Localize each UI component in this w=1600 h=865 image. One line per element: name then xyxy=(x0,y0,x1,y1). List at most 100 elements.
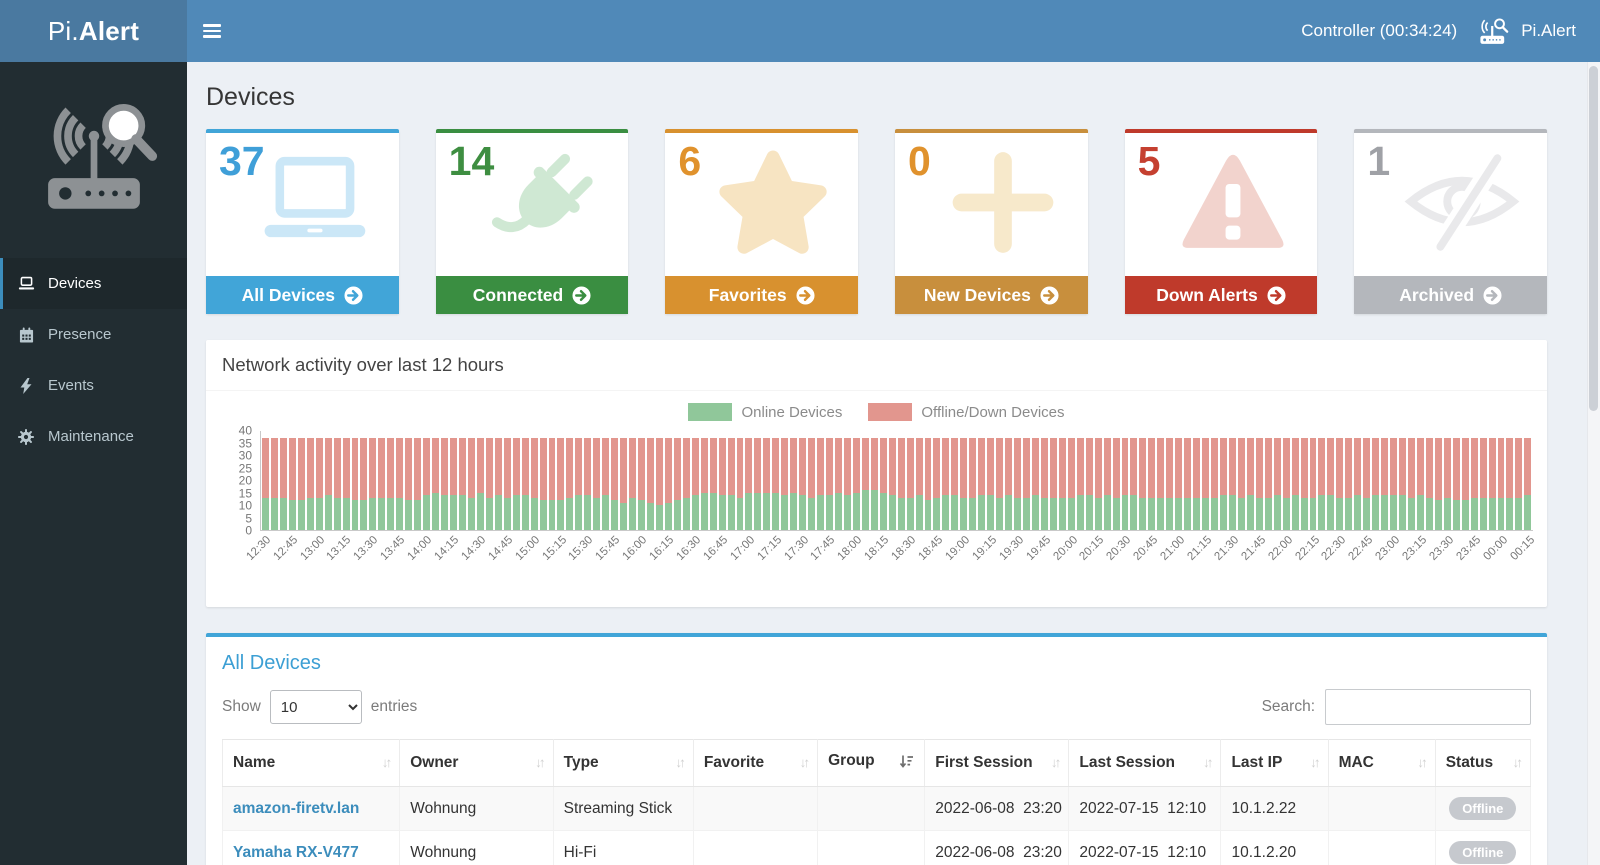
chart-bar xyxy=(861,431,869,530)
chart-bar xyxy=(467,431,475,530)
chart-bar xyxy=(969,431,977,530)
page-scrollbar[interactable] xyxy=(1587,62,1600,865)
offline-swatch xyxy=(868,403,913,421)
status-badge: Offline xyxy=(1449,841,1517,864)
new-devices-link[interactable]: New Devices xyxy=(895,276,1088,314)
chart-bar xyxy=(503,431,511,530)
card-archived[interactable]: 1 Archived xyxy=(1354,129,1547,314)
stat-cards: 37 All Devices 14 Co xyxy=(206,129,1547,314)
chart-bar xyxy=(423,431,431,530)
search-label: Search: xyxy=(1261,698,1315,715)
column-header-last-ip[interactable]: Last IP ↓↑ xyxy=(1220,739,1329,787)
connected-link[interactable]: Connected xyxy=(435,276,629,314)
chart-bar xyxy=(1148,431,1156,530)
chart-bar xyxy=(754,431,762,530)
online-swatch xyxy=(688,403,733,421)
chart-bar xyxy=(987,431,995,530)
column-header-group[interactable]: Group xyxy=(817,739,926,787)
card-down-alerts[interactable]: 5 Down Alerts xyxy=(1124,129,1318,314)
y-tick-label: 25 xyxy=(238,460,252,475)
x-tick-label: 17:45 xyxy=(808,534,838,563)
x-tick-label: 16:15 xyxy=(647,534,677,563)
sort-icon: ↓↑ xyxy=(535,755,545,770)
column-header-status[interactable]: Status ↓↑ xyxy=(1434,739,1532,787)
all-devices-link[interactable]: All Devices xyxy=(206,276,399,314)
arrow-circle-right-icon xyxy=(344,285,363,305)
layout: Devices Presence Events Maintenance xyxy=(0,62,1600,865)
down-alerts-link[interactable]: Down Alerts xyxy=(1124,276,1318,314)
chart-bar xyxy=(826,431,833,530)
chart-bar xyxy=(1291,431,1299,530)
column-header-last-session[interactable]: Last Session ↓↑ xyxy=(1068,739,1222,787)
column-header-owner[interactable]: Owner ↓↑ xyxy=(399,739,554,787)
device-name-link[interactable]: Yamaha RX-V477 xyxy=(233,843,359,861)
x-tick-label: 14:00 xyxy=(405,534,435,563)
chart-bar xyxy=(414,431,422,530)
column-header-type[interactable]: Type ↓↑ xyxy=(552,739,694,787)
chart-bar xyxy=(512,431,520,530)
topbar: Pi. Alert Controller (00:34:24) xyxy=(0,0,1600,62)
topbar-brand[interactable]: Pi.Alert xyxy=(1477,17,1576,45)
chart-bar xyxy=(763,431,771,530)
x-tick-label: 18:15 xyxy=(862,534,892,563)
sidebar-item-devices[interactable]: Devices xyxy=(0,258,187,309)
x-tick-label: 23:15 xyxy=(1400,534,1430,563)
y-tick-label: 30 xyxy=(238,448,252,463)
app-logo[interactable]: Pi. Alert xyxy=(0,0,187,62)
column-header-name[interactable]: Name ↓↑ xyxy=(221,739,401,787)
chart-bar xyxy=(369,431,377,530)
chart-bar xyxy=(575,431,583,530)
sort-desc-icon xyxy=(899,754,914,774)
favorites-link[interactable]: Favorites xyxy=(665,276,858,314)
x-tick-label: 15:45 xyxy=(593,534,623,563)
chart-bar xyxy=(1488,431,1496,530)
card-favorites[interactable]: 6 Favorites xyxy=(665,129,858,314)
sidebar-toggle-button[interactable] xyxy=(187,0,237,62)
all-devices-count: 37 xyxy=(219,138,265,184)
x-tick-label: 13:30 xyxy=(351,534,381,563)
chart-bar xyxy=(1130,431,1138,530)
column-header-first-session[interactable]: First Session ↓↑ xyxy=(924,739,1070,787)
x-tick-label: 14:30 xyxy=(459,534,489,563)
chart-bar xyxy=(1246,431,1254,530)
chart-bar xyxy=(996,431,1004,530)
sidebar-item-label: Devices xyxy=(48,275,102,292)
y-tick-label: 35 xyxy=(238,435,252,450)
x-tick-label: 13:45 xyxy=(378,534,408,563)
sort-icon: ↓↑ xyxy=(799,755,810,770)
chart-bar xyxy=(1103,431,1111,530)
x-tick-label: 15:30 xyxy=(566,534,596,563)
x-tick-label: 17:30 xyxy=(782,534,811,563)
search-area: Search: xyxy=(1262,689,1531,725)
owner-cell: Wohnung xyxy=(399,786,554,831)
chart-bar xyxy=(1049,431,1057,530)
sidebar-item-events[interactable]: Events xyxy=(0,360,187,411)
favorites-count: 6 xyxy=(678,138,702,184)
x-tick-label: 13:15 xyxy=(324,534,354,563)
chart-bar xyxy=(1497,431,1505,530)
chart-bar xyxy=(790,431,798,530)
chart-bar xyxy=(673,431,681,530)
card-all-devices[interactable]: 37 All Devices xyxy=(206,129,399,314)
column-header-favorite[interactable]: Favorite ↓↑ xyxy=(692,739,819,787)
archived-link[interactable]: Archived xyxy=(1354,276,1547,314)
controller-status[interactable]: Controller (00:34:24) xyxy=(1301,21,1458,40)
page-size-select[interactable]: 10 xyxy=(269,690,362,724)
chart-bar xyxy=(387,431,395,530)
chart-bar xyxy=(1354,431,1362,530)
chart-bar xyxy=(718,431,726,530)
chart-bar xyxy=(951,431,959,530)
device-name-link[interactable]: amazon-firetv.lan xyxy=(233,799,360,817)
sidebar-item-maintenance[interactable]: Maintenance xyxy=(0,411,187,462)
chart-bar xyxy=(521,431,529,530)
table-panel-title: All Devices xyxy=(222,652,321,674)
chart-bar xyxy=(405,431,413,530)
card-new-devices[interactable]: 0 New Devices xyxy=(895,129,1088,314)
card-connected[interactable]: 14 Connected xyxy=(435,129,629,314)
column-header-mac[interactable]: MAC ↓↑ xyxy=(1327,739,1436,787)
search-input[interactable] xyxy=(1325,689,1531,725)
sidebar-item-presence[interactable]: Presence xyxy=(0,309,187,360)
scrollbar-thumb[interactable] xyxy=(1589,66,1598,411)
chart-bar xyxy=(888,431,896,530)
x-tick-label: 20:45 xyxy=(1131,534,1161,563)
